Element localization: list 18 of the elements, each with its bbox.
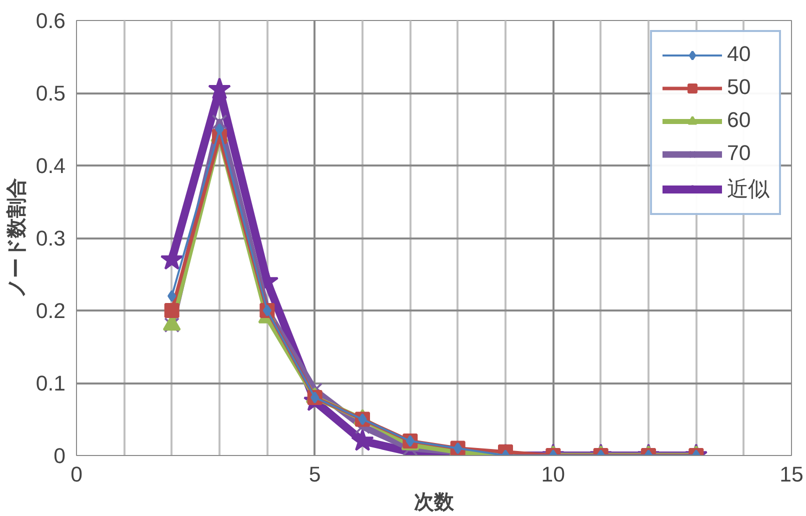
y-axis-title: ノード数割合	[4, 178, 28, 298]
legend-label: 50	[727, 75, 751, 100]
legend-label: 70	[727, 141, 751, 166]
y-tick-label: 0.3	[36, 226, 66, 250]
x-tick-label: 10	[541, 462, 566, 486]
x-tick-label: 15	[780, 462, 804, 486]
legend-label: 近似	[727, 176, 769, 203]
y-tick-label: 0.4	[36, 154, 66, 178]
x-tick-label: 5	[308, 462, 321, 486]
legend-label: 40	[727, 42, 751, 67]
y-tick-label: 0.1	[36, 372, 66, 396]
y-tick-label: 0.2	[36, 299, 66, 323]
y-tick-label: 0	[54, 444, 66, 468]
x-tick-label: 0	[70, 462, 83, 486]
x-axis-title: 次数	[414, 490, 455, 514]
legend-label: 60	[727, 108, 751, 133]
y-tick-label: 0.5	[36, 82, 66, 106]
y-tick-label: 0.6	[36, 9, 66, 33]
